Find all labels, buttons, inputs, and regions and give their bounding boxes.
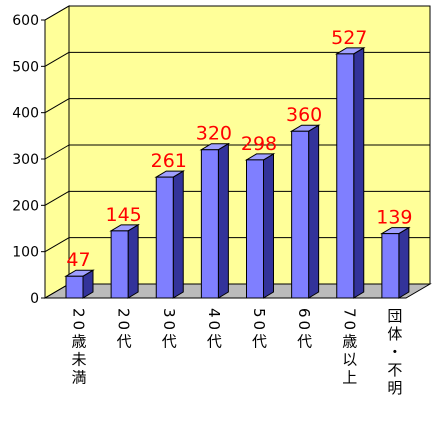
y-tick-label: 300 — [12, 152, 39, 168]
bar — [109, 223, 140, 299]
grid-line — [44, 5, 70, 21]
value-label: 139 — [376, 207, 412, 229]
x-tick-label: 20歳未満 — [70, 308, 88, 387]
grid-line — [44, 51, 70, 67]
bar — [380, 226, 411, 299]
y-tick-label: 0 — [30, 291, 39, 307]
x-tick-label: 40代 — [205, 308, 223, 351]
bar — [199, 142, 231, 299]
bar — [154, 170, 186, 299]
bar-face — [246, 159, 264, 299]
bar-face — [381, 233, 400, 299]
grid-line — [44, 237, 70, 253]
bar-face — [353, 46, 365, 299]
bar-face — [263, 153, 274, 299]
bar — [244, 153, 276, 299]
bar-face — [336, 53, 355, 299]
x-tick-label: 50代 — [250, 308, 268, 351]
x-tick-label: 60代 — [295, 308, 313, 351]
floor — [43, 283, 432, 299]
bar-face — [200, 149, 219, 299]
grid-line — [44, 98, 70, 114]
x-tick-label: 30代 — [160, 308, 178, 351]
bar — [334, 46, 366, 299]
value-label: 47 — [66, 249, 90, 271]
y-tick-label: 600 — [12, 13, 39, 29]
value-label: 145 — [105, 204, 141, 226]
bar-face — [308, 124, 320, 299]
value-label: 360 — [286, 104, 322, 126]
bar-face — [110, 230, 129, 299]
bar-face — [172, 170, 184, 299]
value-label: 261 — [151, 150, 187, 172]
y-tick-label: 500 — [12, 59, 39, 75]
bar — [64, 269, 95, 299]
y-tick-label: 200 — [12, 198, 39, 214]
x-tick-label: 20代 — [115, 308, 133, 351]
bar-face — [398, 226, 410, 299]
x-tick-label: 団体・不明 — [385, 308, 403, 398]
bar-face — [291, 130, 310, 299]
value-label: 320 — [196, 123, 232, 145]
bar-face — [217, 142, 229, 299]
y-tick-label: 100 — [12, 245, 39, 261]
value-label: 527 — [331, 27, 367, 49]
bar-face — [127, 223, 139, 299]
bar-face — [155, 176, 174, 299]
grid-line — [44, 190, 70, 206]
y-tick-label: 400 — [12, 106, 39, 122]
bar-face — [65, 275, 84, 299]
value-label: 298 — [241, 133, 277, 155]
grid-line — [44, 144, 70, 160]
x-tick-label: 70歳以上 — [340, 308, 358, 387]
bar — [289, 124, 321, 299]
grid-line — [44, 283, 70, 299]
